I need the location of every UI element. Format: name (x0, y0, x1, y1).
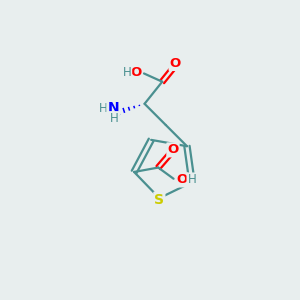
Text: S: S (154, 193, 164, 207)
Text: H: H (188, 173, 196, 186)
Text: O: O (130, 66, 141, 79)
Text: O: O (169, 57, 181, 70)
Text: H: H (122, 66, 131, 79)
Text: H: H (110, 112, 118, 125)
Text: O: O (167, 143, 178, 156)
Text: H: H (99, 102, 108, 115)
Text: N: N (107, 100, 119, 115)
Text: O: O (176, 173, 188, 186)
